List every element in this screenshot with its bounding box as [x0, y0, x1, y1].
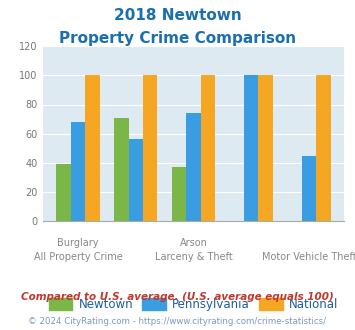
Bar	[258, 75, 273, 221]
Text: Arson: Arson	[180, 238, 207, 248]
Bar	[172, 167, 186, 221]
Legend: Newtown, Pennsylvania, National: Newtown, Pennsylvania, National	[44, 293, 343, 316]
Text: Burglary: Burglary	[57, 238, 99, 248]
Bar	[186, 113, 201, 221]
Text: Motor Vehicle Theft: Motor Vehicle Theft	[262, 252, 355, 262]
Bar	[302, 155, 316, 221]
Bar	[143, 75, 157, 221]
Bar	[244, 75, 258, 221]
Bar	[56, 164, 71, 221]
Text: © 2024 CityRating.com - https://www.cityrating.com/crime-statistics/: © 2024 CityRating.com - https://www.city…	[28, 317, 327, 326]
Bar	[316, 75, 331, 221]
Text: Property Crime Comparison: Property Crime Comparison	[59, 31, 296, 46]
Text: Larceny & Theft: Larceny & Theft	[154, 252, 233, 262]
Bar	[71, 122, 85, 221]
Text: Compared to U.S. average. (U.S. average equals 100): Compared to U.S. average. (U.S. average …	[21, 292, 334, 302]
Text: All Property Crime: All Property Crime	[34, 252, 122, 262]
Bar	[129, 140, 143, 221]
Bar	[114, 117, 129, 221]
Bar	[85, 75, 100, 221]
Bar	[201, 75, 215, 221]
Text: 2018 Newtown: 2018 Newtown	[114, 8, 241, 23]
